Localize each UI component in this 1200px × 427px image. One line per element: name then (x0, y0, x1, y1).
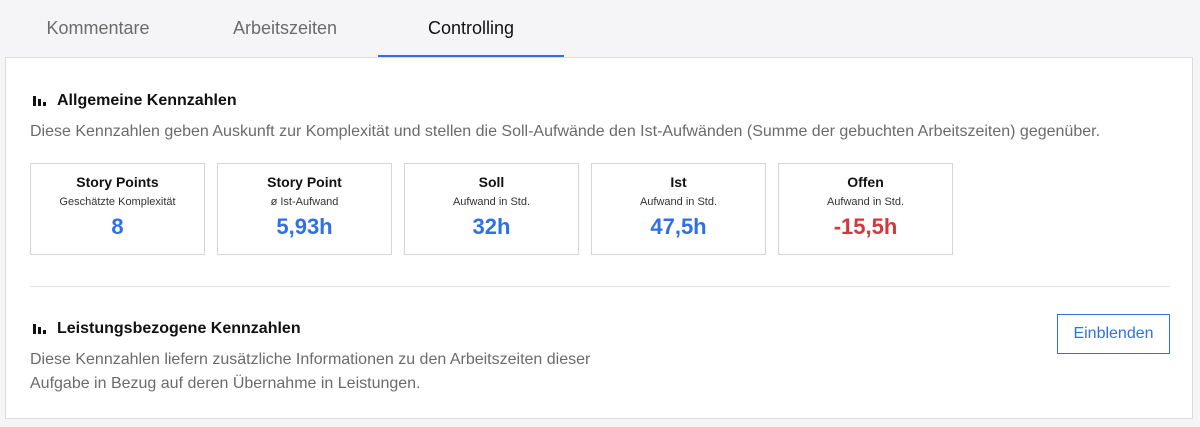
card-title: Soll (478, 174, 505, 190)
card-title: Story Points (76, 174, 159, 190)
card-title: Offen (847, 174, 884, 190)
kpi-card-story-points: Story Points Geschätzte Komplexität 8 (30, 163, 205, 255)
tab-kommentare[interactable]: Kommentare (46, 18, 150, 38)
general-title-text: Allgemeine Kennzahlen (57, 92, 237, 109)
card-subtitle: Aufwand in Std. (452, 196, 531, 208)
general-description: Diese Kennzahlen geben Auskunft zur Komp… (30, 123, 1101, 140)
section-divider (30, 286, 1170, 287)
card-title: Story Point (267, 174, 342, 190)
performance-title-text: Leistungsbezogene Kennzahlen (57, 320, 301, 337)
tab-controlling[interactable]: Controlling (378, 0, 564, 57)
performance-description-line1: Diese Kennzahlen liefern zusätzliche Inf… (30, 351, 591, 368)
card-value: 5,93h (276, 214, 333, 239)
card-subtitle: Geschätzte Komplexität (59, 196, 176, 208)
card-subtitle: ø Ist-Aufwand (270, 196, 339, 208)
performance-description-line2: Aufgabe in Bezug auf deren Übernahme in … (30, 375, 421, 392)
card-value: 8 (111, 214, 124, 239)
card-subtitle: Aufwand in Std. (826, 196, 905, 208)
kpi-cards: Story Points Geschätzte Komplexität 8 St… (30, 163, 965, 255)
controlling-panel: Allgemeine Kennzahlen Diese Kennzahlen g… (5, 57, 1193, 419)
card-subtitle: Aufwand in Std. (639, 196, 718, 208)
performance-section-title: Leistungsbezogene Kennzahlen (33, 320, 301, 338)
bar-chart-icon (33, 324, 46, 334)
kpi-card-soll: Soll Aufwand in Std. 32h (404, 163, 579, 255)
card-value: 32h (472, 214, 511, 239)
kpi-card-ist: Ist Aufwand in Std. 47,5h (591, 163, 766, 255)
kpi-card-story-point-avg: Story Point ø Ist-Aufwand 5,93h (217, 163, 392, 255)
card-value: 47,5h (650, 214, 707, 239)
tab-controlling-label: Controlling (427, 18, 515, 38)
card-title: Ist (670, 174, 687, 190)
kpi-card-offen: Offen Aufwand in Std. -15,5h (778, 163, 953, 255)
tab-bar: Kommentare Arbeitszeiten Controlling (0, 0, 1200, 57)
card-value: -15,5h (833, 214, 898, 239)
tab-arbeitszeiten[interactable]: Arbeitszeiten (232, 18, 338, 38)
performance-description: Diese Kennzahlen liefern zusätzliche Inf… (30, 348, 590, 396)
einblenden-button[interactable]: Einblenden (1057, 314, 1170, 354)
general-section-title: Allgemeine Kennzahlen (33, 92, 237, 110)
active-tab-indicator (378, 55, 564, 57)
bar-chart-icon (33, 96, 46, 106)
